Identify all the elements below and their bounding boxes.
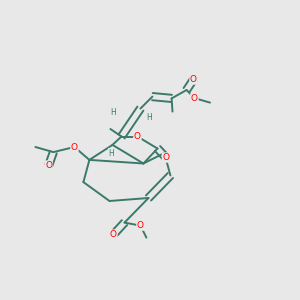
Text: H: H: [109, 148, 115, 158]
Text: O: O: [162, 153, 169, 162]
Text: O: O: [137, 221, 144, 230]
Text: O: O: [71, 142, 78, 152]
Text: O: O: [190, 75, 197, 84]
Text: O: O: [191, 94, 198, 103]
Text: H: H: [146, 112, 152, 122]
Text: H: H: [110, 108, 116, 117]
Text: O: O: [134, 132, 141, 141]
Text: O: O: [45, 161, 52, 170]
Text: O: O: [110, 230, 117, 239]
